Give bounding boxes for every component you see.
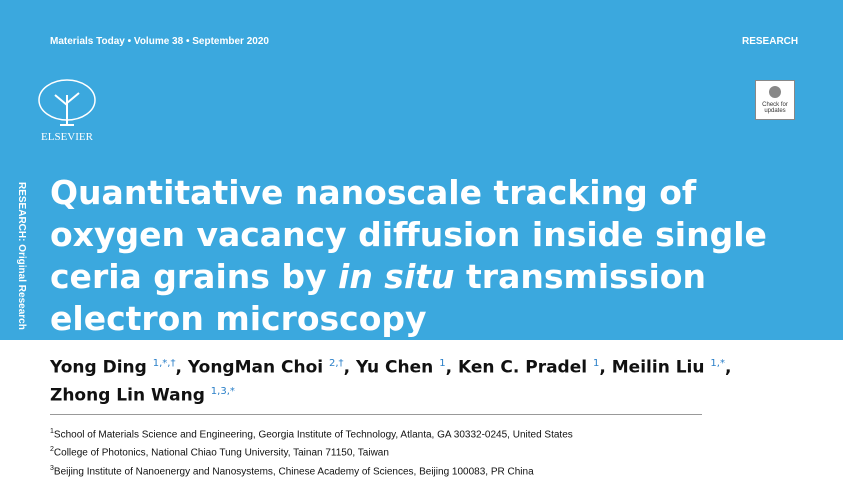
- author-name: Yong Ding: [50, 357, 147, 378]
- affiliation-text: Beijing Institute of Nanoenergy and Nano…: [53, 465, 534, 477]
- affiliation-number: 2: [50, 446, 54, 454]
- title-italic: in situ: [338, 257, 455, 296]
- author-name: Yu Chen: [355, 357, 434, 378]
- author-separator: ,: [175, 357, 182, 378]
- title-text: Quantitative nanoscale tracking of oxyge…: [50, 173, 767, 296]
- author-separator: ,: [343, 357, 351, 378]
- affiliation: 2College of Photonics, National Chiao Tu…: [50, 442, 573, 460]
- author-affiliation: 1,*: [710, 358, 725, 369]
- publisher-name: ELSEVIER: [41, 131, 94, 143]
- badge-text: Check for updates: [762, 102, 788, 114]
- rule: [50, 414, 702, 415]
- journal-line: Materials Today • Volume 38 • September …: [50, 36, 269, 47]
- author-separator: ,: [724, 357, 732, 378]
- affiliation-number: 3: [50, 464, 54, 472]
- affiliation-text: College of Photonics, National Chiao Tun…: [53, 447, 389, 459]
- author-affiliation: 1: [439, 358, 446, 369]
- affiliation-number: 1: [50, 428, 54, 435]
- title-text: transmission electron microscopy: [50, 257, 706, 338]
- affiliation: 1School of Materials Science and Enginee…: [50, 424, 573, 442]
- author-name: YongMan Choi: [187, 357, 324, 378]
- author-name: Zhong Lin Wang: [50, 385, 205, 406]
- header-band: [0, 0, 843, 340]
- author-affiliation: 2,†: [329, 358, 344, 369]
- author-name: Meilin Liu: [611, 357, 705, 378]
- section-label: RESEARCH: [742, 36, 799, 47]
- check-updates-badge[interactable]: Check for updates: [755, 80, 795, 120]
- author-affiliation: 1: [593, 358, 600, 369]
- author-name: Ken C. Pradel: [457, 357, 588, 378]
- author-separator: ,: [445, 357, 453, 378]
- author-affiliation: 1,*,†: [152, 358, 176, 369]
- affiliation: 3Beijing Institute of Nanoenergy and Nan…: [50, 461, 573, 479]
- badge-icon: [769, 86, 781, 98]
- author-list: Yong Ding 1,*,†, YongMan Choi 2,†, Yu Ch…: [50, 352, 750, 407]
- side-label: RESEARCH: Original Research: [16, 182, 27, 330]
- article-title: Quantitative nanoscale tracking of oxyge…: [50, 172, 820, 340]
- author-affiliation: 1,3,*: [210, 385, 235, 397]
- author-separator: ,: [599, 357, 606, 378]
- affiliation-text: School of Materials Science and Engineer…: [53, 429, 573, 441]
- publisher-logo: ELSEVIER: [38, 79, 96, 143]
